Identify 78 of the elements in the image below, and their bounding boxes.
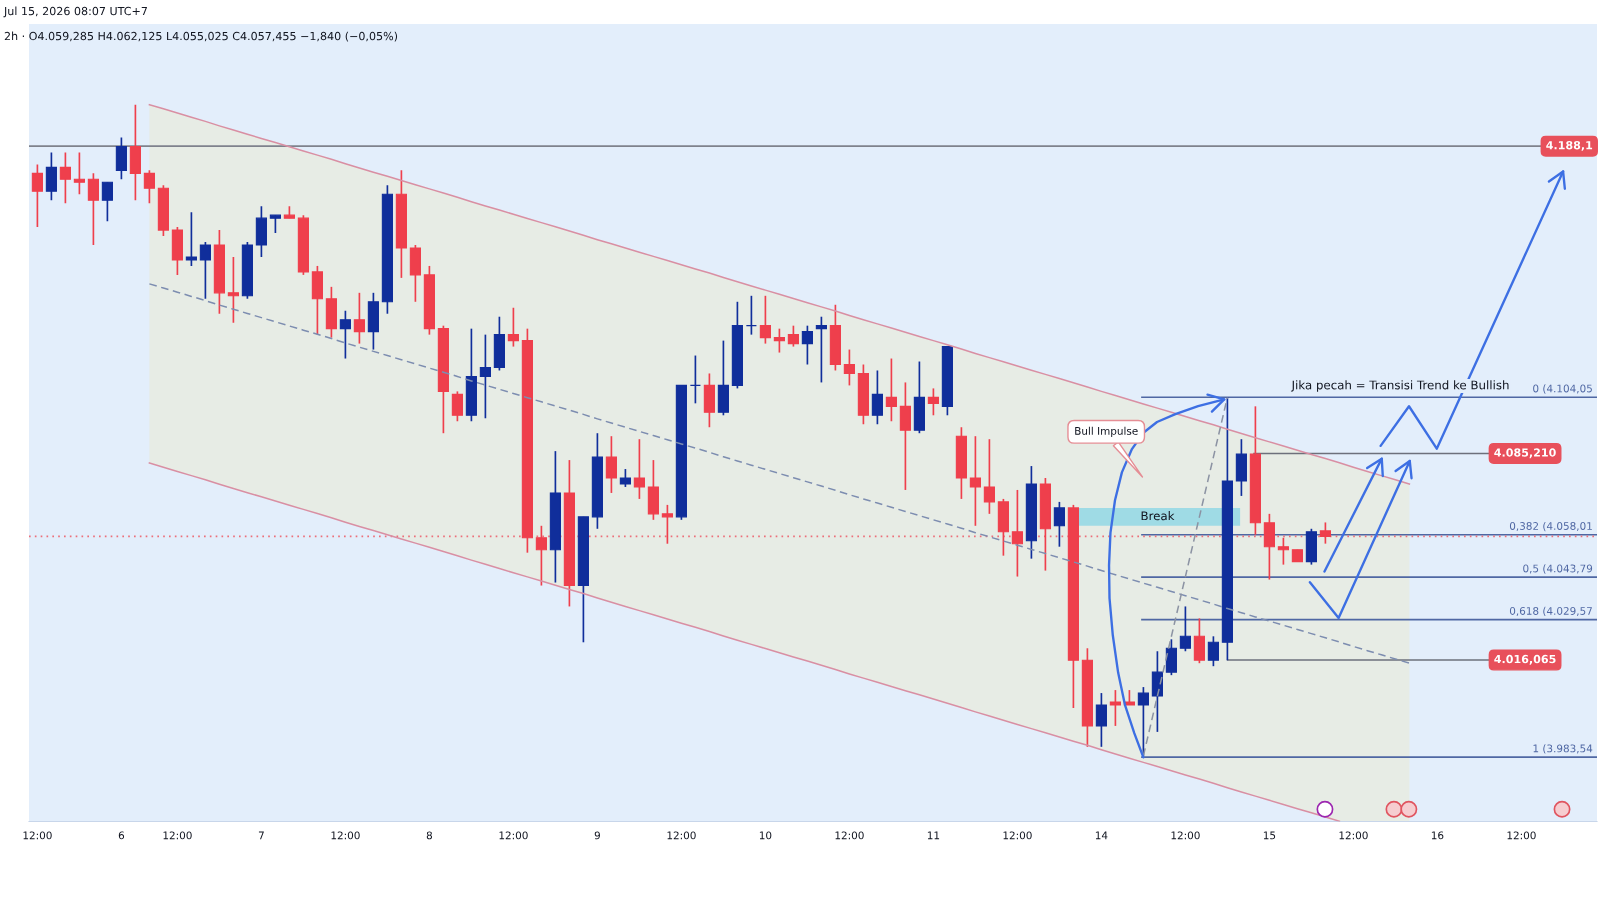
candlestick	[759, 294, 771, 345]
candlestick	[885, 357, 897, 423]
candlestick	[745, 294, 757, 336]
candlestick	[1095, 692, 1107, 748]
candlestick	[87, 172, 99, 246]
annotation: Bull Impulse	[1075, 426, 1138, 437]
x-tick-label: 12:00	[667, 831, 696, 840]
candlestick	[773, 327, 785, 354]
candlestick	[353, 291, 365, 345]
annotation: Jika pecah = Transisi Trend ke Bullish	[1290, 380, 1509, 392]
candlestick	[59, 151, 71, 205]
candlestick	[1053, 501, 1065, 548]
x-tick-label: 12:00	[331, 831, 360, 840]
candlestick	[1179, 605, 1191, 653]
text: 2h · O4.059,285 H4.062,125 L4.055,025 C4.057,455 −1,840 (−0,05%)	[4, 31, 398, 42]
candlestick	[185, 211, 197, 267]
x-tick-label: 14	[1095, 831, 1108, 840]
candlestick	[507, 306, 519, 348]
candlestick	[31, 163, 43, 228]
candlestick	[605, 435, 617, 494]
ref-line-label: 4.188,1	[1546, 140, 1593, 151]
x-tick-label: 10	[759, 831, 772, 840]
candlestick	[1165, 638, 1177, 676]
candlestick	[1151, 650, 1163, 733]
candlestick	[1263, 513, 1275, 581]
candlestick	[815, 315, 827, 384]
candlestick	[983, 438, 995, 515]
candlestick	[969, 435, 981, 527]
x-tick-label: 12:00	[1171, 831, 1200, 840]
candlestick	[479, 333, 491, 420]
x-tick-label: 12:00	[1003, 831, 1032, 840]
candlestick	[143, 169, 155, 205]
candlestick	[633, 438, 645, 500]
x-tick-label: 9	[594, 831, 600, 840]
candlestick	[199, 241, 211, 300]
candlestick	[227, 256, 239, 324]
candlestick	[801, 324, 813, 366]
candlestick	[843, 348, 855, 387]
candlestick	[45, 151, 57, 202]
x-tick-label: 12:00	[163, 831, 192, 840]
ref-line-label: 0,382 (4.058,01	[1509, 521, 1592, 532]
x-tick-label: 11	[927, 831, 940, 840]
candlestick	[1277, 536, 1289, 566]
x-tick-label: 15	[1263, 831, 1276, 840]
ref-line-label: 0 (4.104,05	[1533, 384, 1592, 394]
candlestick	[661, 504, 673, 545]
candlestick	[1207, 635, 1219, 668]
candlestick	[73, 151, 85, 196]
band-label: Break	[1141, 511, 1175, 521]
x-tick-label: 12:00	[499, 831, 528, 840]
candlestick	[1319, 521, 1331, 545]
ref-line-label: 1 (3.983,54	[1533, 744, 1593, 754]
ref-line-label: 0,618 (4.029,57	[1509, 606, 1592, 617]
x-tick-label: 12:00	[1507, 831, 1536, 840]
candlestick	[1011, 489, 1023, 578]
candlestick	[1109, 689, 1121, 727]
x-tick-label: 12:00	[835, 831, 864, 840]
x-tick-label: 8	[426, 831, 432, 840]
ref-line-label: 0,5 (4.043,79	[1523, 564, 1593, 574]
candlestick	[927, 387, 939, 417]
candlestick	[535, 524, 547, 587]
candlestick	[101, 181, 113, 222]
chart-title: Jul 15, 2026 08:07 UTC+7	[3, 6, 147, 18]
x-tick-label: 12:00	[1339, 831, 1368, 840]
candlestick	[899, 381, 911, 491]
x-tick-label: 7	[258, 831, 264, 840]
x-tick-label: 12:00	[23, 831, 52, 840]
candlestick	[1193, 617, 1205, 665]
ref-line-label: 4.016,065	[1494, 654, 1556, 665]
candlestick	[871, 369, 883, 426]
x-tick-label: 16	[1431, 831, 1444, 840]
candlestick	[689, 354, 701, 405]
candlestick	[339, 309, 351, 360]
candlestick	[451, 390, 463, 423]
ref-line-label: 4.085,210	[1494, 448, 1556, 459]
candlestick	[115, 136, 127, 181]
candlestick	[787, 324, 799, 348]
x-tick-label: 6	[118, 831, 125, 840]
